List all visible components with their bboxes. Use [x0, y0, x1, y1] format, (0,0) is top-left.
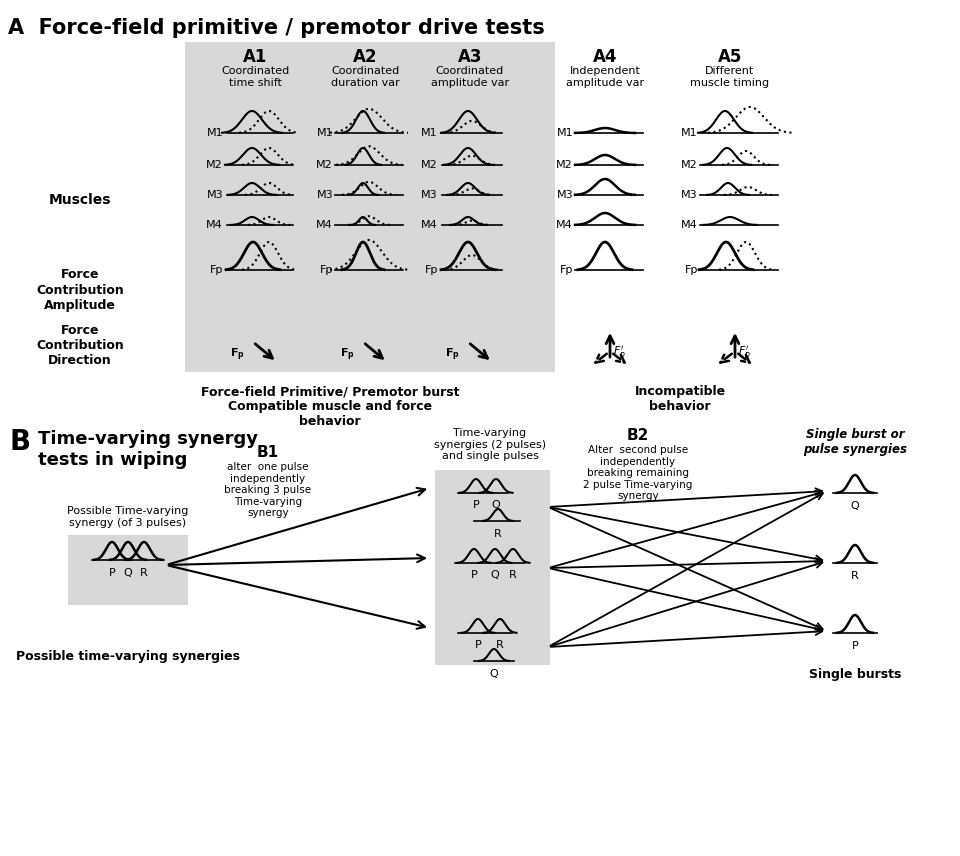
Text: A3: A3	[458, 48, 482, 66]
Text: M4: M4	[682, 220, 698, 230]
Bar	[435, 470, 550, 665]
Text: Fp: Fp	[209, 265, 223, 275]
Text: Force-field Primitive/ Premotor burst
Compatible muscle and force
behavior: Force-field Primitive/ Premotor burst Co…	[201, 385, 459, 428]
Text: A2: A2	[352, 48, 377, 66]
Text: M2: M2	[556, 160, 573, 170]
Text: Possible Time-varying
synergy (of 3 pulses): Possible Time-varying synergy (of 3 puls…	[67, 507, 189, 528]
Text: Q: Q	[491, 570, 499, 580]
Text: M3: M3	[206, 190, 223, 200]
Text: P: P	[472, 500, 479, 510]
Text: Q: Q	[490, 669, 498, 679]
Text: M3: M3	[682, 190, 698, 200]
Text: M1: M1	[682, 128, 698, 138]
Text: Incompatible
behavior: Incompatible behavior	[635, 385, 726, 413]
Text: Coordinated
duration var: Coordinated duration var	[330, 66, 399, 87]
Text: Q: Q	[851, 501, 859, 511]
Text: $\mathbf{F_p}$: $\mathbf{F_p}$	[340, 347, 355, 363]
Text: A5: A5	[718, 48, 742, 66]
Text: A1: A1	[243, 48, 267, 66]
Text: M4: M4	[316, 220, 333, 230]
Bar	[185, 42, 555, 372]
Text: R: R	[496, 640, 504, 650]
Text: Muscles: Muscles	[49, 193, 111, 207]
Text: Single burst or
pulse synergies: Single burst or pulse synergies	[803, 428, 907, 456]
Text: M4: M4	[556, 220, 573, 230]
Text: Time-varying
synergies (2 pulses)
and single pulses: Time-varying synergies (2 pulses) and si…	[434, 428, 546, 461]
Text: A4: A4	[592, 48, 617, 66]
Text: Force
Contribution
Amplitude: Force Contribution Amplitude	[36, 269, 124, 312]
Text: P: P	[470, 570, 477, 580]
Text: M1: M1	[557, 128, 573, 138]
Text: M2: M2	[206, 160, 223, 170]
Text: M2: M2	[682, 160, 698, 170]
Text: Force
Contribution
Direction: Force Contribution Direction	[36, 324, 124, 366]
Text: Time-varying synergy
tests in wiping: Time-varying synergy tests in wiping	[38, 430, 258, 469]
Text: $\mathbf{F_p}$: $\mathbf{F_p}$	[230, 347, 245, 363]
Text: M2: M2	[421, 160, 438, 170]
Text: R: R	[509, 570, 516, 580]
Text: M2: M2	[316, 160, 333, 170]
Text: B1: B1	[257, 445, 279, 460]
Bar	[68, 535, 188, 605]
Text: M4: M4	[206, 220, 223, 230]
Text: R: R	[852, 571, 859, 581]
Text: M4: M4	[421, 220, 438, 230]
Text: alter  one pulse
independently
breaking 3 pulse
Time-varying
synergy: alter one pulse independently breaking 3…	[225, 462, 312, 519]
Text: $F_p'$: $F_p'$	[738, 345, 751, 363]
Text: Independent
amplitude var: Independent amplitude var	[566, 66, 644, 87]
Text: M1: M1	[317, 128, 333, 138]
Text: M3: M3	[421, 190, 438, 200]
Text: $\mathbf{F_p}$: $\mathbf{F_p}$	[445, 347, 460, 363]
Text: Alter  second pulse
independently
breaking remaining
2 pulse Time-varying
synerg: Alter second pulse independently breakin…	[584, 445, 693, 502]
Text: B2: B2	[627, 428, 649, 443]
Text: M1: M1	[206, 128, 223, 138]
Text: P: P	[852, 641, 858, 651]
Text: M1: M1	[421, 128, 438, 138]
Text: P: P	[108, 568, 115, 578]
Text: Coordinated
amplitude var: Coordinated amplitude var	[431, 66, 509, 87]
Text: A  Force-field primitive / premotor drive tests: A Force-field primitive / premotor drive…	[8, 18, 544, 38]
Text: Fp: Fp	[684, 265, 698, 275]
Text: M3: M3	[317, 190, 333, 200]
Text: $F_p'$: $F_p'$	[613, 345, 626, 363]
Text: P: P	[474, 640, 481, 650]
Text: Q: Q	[124, 568, 132, 578]
Text: M3: M3	[557, 190, 573, 200]
Text: Coordinated
time shift: Coordinated time shift	[221, 66, 289, 87]
Text: Q: Q	[492, 500, 500, 510]
Text: Possible time-varying synergies: Possible time-varying synergies	[16, 650, 240, 663]
Text: R: R	[140, 568, 148, 578]
Text: B: B	[10, 428, 31, 456]
Text: Fp: Fp	[320, 265, 333, 275]
Text: R: R	[494, 529, 502, 539]
Text: Different
muscle timing: Different muscle timing	[690, 66, 770, 87]
Text: Single bursts: Single bursts	[809, 668, 901, 681]
Text: Fp: Fp	[424, 265, 438, 275]
Text: Fp: Fp	[560, 265, 573, 275]
